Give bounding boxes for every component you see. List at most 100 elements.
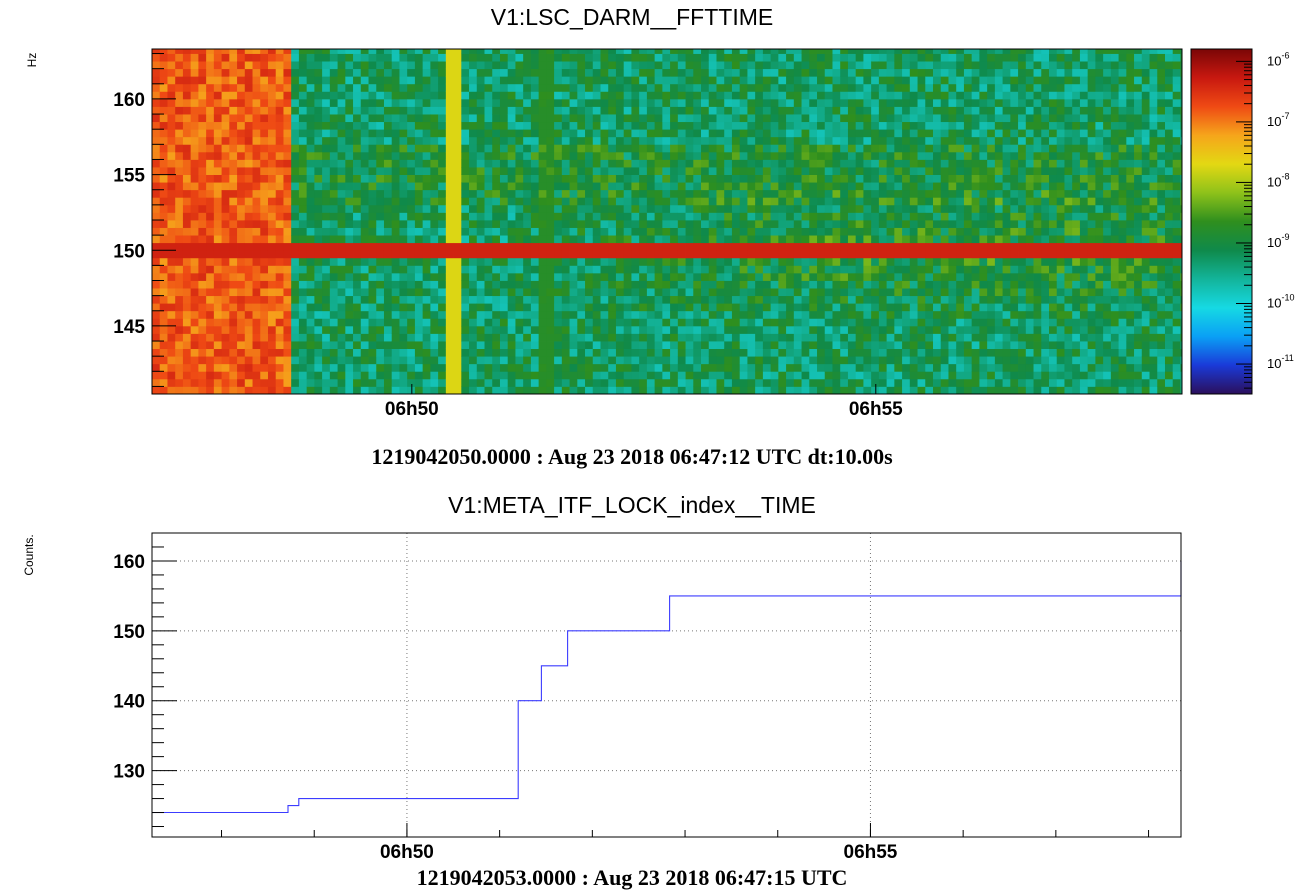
heatmap-cell <box>793 212 802 221</box>
heatmap-cell <box>654 257 663 266</box>
heatmap-cell <box>909 174 918 183</box>
heatmap-cell <box>793 174 802 183</box>
heatmap-cell <box>716 129 725 138</box>
heatmap-cell <box>360 159 369 168</box>
heatmap-cell <box>987 303 996 312</box>
heatmap-cell <box>376 348 385 357</box>
heatmap-cell <box>747 83 756 92</box>
heatmap-cell <box>291 114 300 123</box>
heatmap-cell <box>213 98 222 107</box>
heatmap-cell <box>229 204 238 213</box>
heatmap-cell <box>832 356 841 365</box>
heatmap-cell <box>476 363 485 372</box>
heatmap-cell <box>577 76 586 85</box>
heatmap-cell <box>476 371 485 380</box>
heatmap-cell <box>469 98 478 107</box>
heatmap-cell <box>662 159 671 168</box>
heatmap-cell <box>762 378 772 387</box>
heatmap-cell <box>685 167 694 175</box>
heatmap-cell <box>422 136 431 145</box>
heatmap-cell <box>971 348 980 357</box>
heatmap-cell <box>956 325 965 334</box>
heatmap-cell <box>878 303 888 312</box>
heatmap-cell <box>445 49 454 54</box>
heatmap-cell <box>693 257 702 266</box>
heatmap-cell <box>182 325 192 334</box>
heatmap-cell <box>685 151 694 160</box>
heatmap-cell <box>677 333 686 342</box>
heatmap-cell <box>623 61 632 70</box>
heatmap-cell <box>244 341 253 350</box>
heatmap-cell <box>693 129 702 138</box>
heatmap-cell <box>832 68 841 77</box>
heatmap-cell <box>221 151 230 160</box>
heatmap-cell <box>360 129 369 138</box>
heatmap-cell <box>646 106 656 115</box>
heatmap-cell <box>762 204 772 213</box>
heatmap-cell <box>840 235 849 244</box>
heatmap-cell <box>979 121 988 130</box>
heatmap-cell <box>314 318 323 327</box>
heatmap-cell <box>206 378 215 387</box>
heatmap-cell <box>260 91 269 100</box>
heatmap-cell <box>685 371 694 380</box>
heatmap-cell <box>755 280 764 289</box>
heatmap-cell <box>608 136 617 145</box>
heatmap-cell <box>399 242 408 251</box>
heatmap-cell <box>159 288 168 297</box>
heatmap-cell <box>476 227 485 236</box>
heatmap-cell <box>654 227 663 236</box>
heatmap-cell <box>221 61 230 70</box>
heatmap-cell <box>600 378 609 387</box>
heatmap-cell <box>677 151 686 160</box>
heatmap-cell <box>260 68 269 77</box>
heatmap-cell <box>894 348 903 357</box>
heatmap-cell <box>538 378 547 387</box>
heatmap-cell <box>886 325 895 334</box>
heatmap-cell <box>933 356 942 365</box>
heatmap-cell <box>159 310 168 319</box>
heatmap-cell <box>422 129 431 138</box>
heatmap-cell <box>229 136 238 145</box>
heatmap-cell <box>631 280 640 289</box>
heatmap-cell <box>306 91 315 100</box>
heatmap-cell <box>182 53 192 62</box>
heatmap-cell <box>353 212 362 221</box>
heatmap-cell <box>190 106 199 115</box>
heatmap-cell <box>275 386 284 394</box>
heatmap-cell <box>639 318 648 327</box>
heatmap-cell <box>840 121 849 130</box>
heatmap-cell <box>592 91 601 100</box>
heatmap-cell <box>925 356 934 365</box>
heatmap-cell <box>855 303 864 312</box>
heatmap-cell <box>291 189 300 198</box>
heatmap-cell <box>206 265 215 274</box>
heatmap-cell <box>693 76 702 85</box>
heatmap-cell <box>654 91 663 100</box>
heatmap-cell <box>499 371 509 380</box>
heatmap-cell <box>515 68 524 77</box>
heatmap-cell <box>267 53 277 62</box>
heatmap-cell <box>414 356 424 365</box>
heatmap-cell <box>206 242 215 251</box>
heatmap-cell <box>871 318 880 327</box>
heatmap-cell <box>314 310 323 319</box>
heatmap-cell <box>940 265 949 274</box>
heatmap-cell <box>499 310 509 319</box>
heatmap-cell <box>886 371 895 380</box>
heatmap-cell <box>229 98 238 107</box>
heatmap-cell <box>314 167 323 175</box>
heatmap-cell <box>345 348 354 357</box>
heatmap-cell <box>267 212 277 221</box>
heatmap-cell <box>383 197 393 206</box>
heatmap-cell <box>445 318 454 327</box>
heatmap-cell <box>438 68 447 77</box>
heatmap-cell <box>948 257 957 266</box>
heatmap-cell <box>345 288 354 297</box>
heatmap-cell <box>956 227 965 236</box>
heatmap-cell <box>476 106 485 115</box>
heatmap-cell <box>492 212 501 221</box>
heatmap-cell <box>855 68 864 77</box>
heatmap-cell <box>476 272 485 281</box>
heatmap-cell <box>229 272 238 281</box>
